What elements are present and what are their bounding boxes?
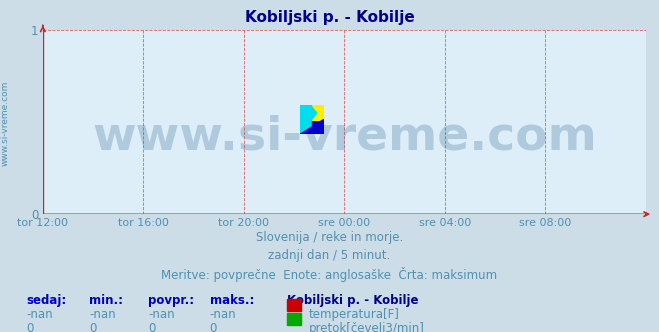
Text: -nan: -nan (210, 308, 236, 321)
Text: Slovenija / reke in morje.: Slovenija / reke in morje. (256, 231, 403, 244)
Text: pretok[čevelj3/min]: pretok[čevelj3/min] (309, 322, 425, 332)
Text: maks.:: maks.: (210, 294, 254, 307)
Text: -nan: -nan (148, 308, 175, 321)
Text: 0: 0 (148, 322, 156, 332)
Text: www.si-vreme.com: www.si-vreme.com (1, 80, 10, 166)
Bar (312, 105, 324, 120)
Bar (300, 120, 312, 134)
Text: sedaj:: sedaj: (26, 294, 67, 307)
Text: Meritve: povprečne  Enote: anglosaške  Črta: maksimum: Meritve: povprečne Enote: anglosaške Črt… (161, 267, 498, 282)
Polygon shape (312, 105, 324, 120)
Text: Kobiljski p. - Kobilje: Kobiljski p. - Kobilje (244, 10, 415, 25)
Text: -nan: -nan (89, 308, 115, 321)
Text: 0: 0 (26, 322, 34, 332)
Text: 0: 0 (89, 322, 96, 332)
Polygon shape (312, 105, 324, 120)
Text: temperatura[F]: temperatura[F] (309, 308, 400, 321)
Text: 0: 0 (210, 322, 217, 332)
Polygon shape (300, 120, 324, 134)
Text: www.si-vreme.com: www.si-vreme.com (92, 114, 596, 159)
Text: povpr.:: povpr.: (148, 294, 194, 307)
Text: -nan: -nan (26, 308, 53, 321)
Text: Kobiljski p. - Kobilje: Kobiljski p. - Kobilje (287, 294, 418, 307)
Bar (300, 105, 312, 120)
Text: zadnji dan / 5 minut.: zadnji dan / 5 minut. (268, 249, 391, 262)
Bar (312, 120, 324, 134)
Text: min.:: min.: (89, 294, 123, 307)
Polygon shape (300, 105, 324, 134)
